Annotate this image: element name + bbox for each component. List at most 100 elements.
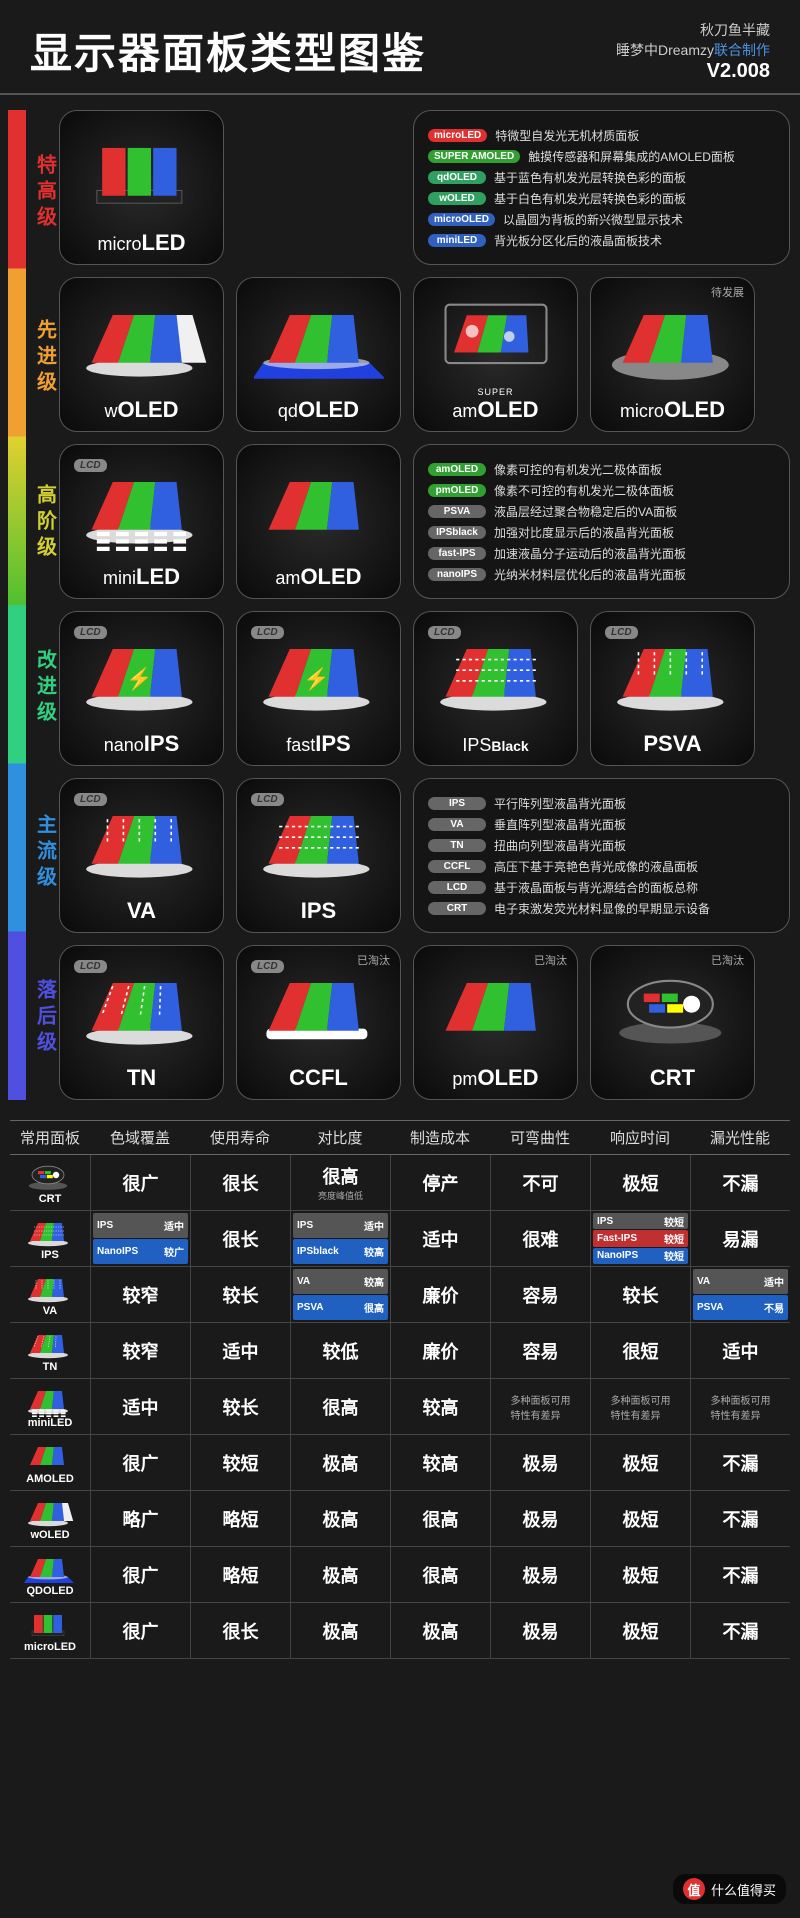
table-cell: 较短 xyxy=(190,1435,290,1490)
legend-item: PSVA 液晶层经过聚合物稳定后的VA面板 xyxy=(428,503,775,520)
table-cell: VA适中PSVA不易 xyxy=(690,1267,790,1322)
table-cell: 廉价 xyxy=(390,1323,490,1378)
row-label-cell: VA xyxy=(10,1267,90,1322)
split-item: IPS适中 xyxy=(93,1213,188,1238)
table-cell: 适中 xyxy=(90,1379,190,1434)
table-header-cell: 响应时间 xyxy=(590,1127,690,1148)
table-row: QDOLED 很广略短极高很高极易极短不漏 xyxy=(10,1547,790,1603)
row-label: IPS xyxy=(41,1249,59,1261)
table-row: wOLED 略广略短极高很高极易极短不漏 xyxy=(10,1491,790,1547)
table-cell: 不可 xyxy=(490,1155,590,1210)
row-icon xyxy=(20,1441,80,1471)
panel-icon xyxy=(245,286,392,397)
table-cell: 很高 xyxy=(390,1547,490,1602)
legend-item: IPS 平行阵列型液晶背光面板 xyxy=(428,795,775,812)
legend-item: miniLED 背光板分区化后的液晶面板技术 xyxy=(428,232,775,249)
legend-desc: 像素可控的有机发光二极体面板 xyxy=(494,461,662,478)
page-title: 显示器面板类型图鉴 xyxy=(30,20,426,81)
legend-desc: 高压下基于亮艳色背光成像的液晶面板 xyxy=(494,858,698,875)
lcd-badge: LCD xyxy=(74,793,107,806)
table-header-cell: 对比度 xyxy=(290,1127,390,1148)
tier-label: 主流级 xyxy=(31,770,59,935)
split-item: PSVA很高 xyxy=(293,1295,388,1320)
legend-tag: CCFL xyxy=(428,860,486,873)
table-cell: 极易 xyxy=(490,1603,590,1658)
table-cell: 较长 xyxy=(190,1379,290,1434)
table-body: CRT 很广很长很高亮度峰值低停产不可极短不漏 IPS IPS适中NanoIPS… xyxy=(10,1155,790,1659)
row-icon xyxy=(20,1217,80,1247)
legend-desc: 加速液晶分子运动后的液晶背光面板 xyxy=(494,545,686,562)
split-item: PSVA不易 xyxy=(693,1295,788,1320)
tier-gradient-bar xyxy=(8,110,26,1100)
table-cell: 极高 xyxy=(290,1435,390,1490)
lcd-badge: LCD xyxy=(251,793,284,806)
table-cell: 较高 xyxy=(390,1435,490,1490)
table-cell: 很长 xyxy=(190,1211,290,1266)
table-cell: 很高 xyxy=(290,1379,390,1434)
table-cell: 极高 xyxy=(290,1547,390,1602)
legend-desc: 背光板分区化后的液晶面板技术 xyxy=(494,232,662,249)
panel-card-CRT: 已淘汰 CRT xyxy=(590,945,755,1100)
panel-name: amOLED xyxy=(275,564,361,590)
split-item: NanoIPS较广 xyxy=(93,1239,188,1264)
row-icon xyxy=(20,1161,80,1191)
panel-icon xyxy=(68,286,215,397)
legend-item: amOLED 像素可控的有机发光二极体面板 xyxy=(428,461,775,478)
row-label-cell: QDOLED xyxy=(10,1547,90,1602)
row-label: VA xyxy=(43,1305,57,1317)
panel-card-PSVA: LCD PSVA xyxy=(590,611,755,766)
row-icon xyxy=(20,1553,80,1583)
panel-icon xyxy=(599,954,746,1065)
lcd-badge: LCD xyxy=(74,626,107,639)
tier-content: microLED microLED 特微型自发光无机材质面板 SUPER AMO… xyxy=(59,110,790,1100)
legend-tag: microLED xyxy=(428,129,487,142)
row-icon xyxy=(20,1329,80,1359)
legend-tag: PSVA xyxy=(428,505,486,518)
panel-name: miniLED xyxy=(103,564,180,590)
legend-desc: 平行阵列型液晶背光面板 xyxy=(494,795,626,812)
legend-item: IPSblack 加强对比度显示后的液晶背光面板 xyxy=(428,524,775,541)
table-cell: 容易 xyxy=(490,1323,590,1378)
legend-item: microLED 特微型自发光无机材质面板 xyxy=(428,127,775,144)
table-cell: 极短 xyxy=(590,1155,690,1210)
tiers-container: 特高级先进级高阶级改进级主流级落后级 microLED microLED 特微型… xyxy=(0,95,800,1110)
legend-desc: 基于蓝色有机发光层转换色彩的面板 xyxy=(494,169,686,186)
panel-card-CCFL: LCD已淘汰 CCFL xyxy=(236,945,401,1100)
legend-tag: microOLED xyxy=(428,213,495,226)
watermark: 值 什么值得买 xyxy=(673,1874,786,1904)
table-cell: 极短 xyxy=(590,1603,690,1658)
table-cell: 容易 xyxy=(490,1267,590,1322)
panel-icon xyxy=(245,453,392,564)
table-header-cell: 可弯曲性 xyxy=(490,1127,590,1148)
table-row: IPS IPS适中NanoIPS较广很长IPS适中IPSblack较高适中很难I… xyxy=(10,1211,790,1267)
credit-2a: 睡梦中Dreamzy xyxy=(616,42,714,58)
panel-card-pmOLED: 已淘汰 pmOLED xyxy=(413,945,578,1100)
lcd-badge: LCD xyxy=(251,626,284,639)
legend-item: VA 垂直阵列型液晶背光面板 xyxy=(428,816,775,833)
table-cell: 多种面板可用 特性有差异 xyxy=(690,1379,790,1434)
panel-name: nanoIPS xyxy=(104,731,180,757)
panel-name: qdOLED xyxy=(278,397,359,423)
table-row: AMOLED 很广较短极高较高极易极短不漏 xyxy=(10,1435,790,1491)
legend-box: amOLED 像素可控的有机发光二极体面板 pmOLED 像素不可控的有机发光二… xyxy=(413,444,790,599)
panel-card-fastIPS: LCD ⚡ fastIPS xyxy=(236,611,401,766)
row-label-cell: TN xyxy=(10,1323,90,1378)
legend-desc: 液晶层经过聚合物稳定后的VA面板 xyxy=(494,503,677,520)
panel-name: CRT xyxy=(650,1065,695,1091)
lcd-badge: LCD xyxy=(74,459,107,472)
row-icon xyxy=(20,1609,80,1639)
row-label: wOLED xyxy=(30,1529,69,1541)
table-cell: 廉价 xyxy=(390,1267,490,1322)
panel-name: PSVA xyxy=(643,731,701,757)
panel-card-microLED: microLED xyxy=(59,110,224,265)
tier-label: 改进级 xyxy=(31,605,59,770)
table-cell: 不漏 xyxy=(690,1547,790,1602)
table-cell: 较长 xyxy=(590,1267,690,1322)
table-header-cell: 制造成本 xyxy=(390,1127,490,1148)
panel-name: pmOLED xyxy=(452,1065,538,1091)
table-row: miniLED 适中较长很高较高多种面板可用 特性有差异多种面板可用 特性有差异… xyxy=(10,1379,790,1435)
table-header: 常用面板色域覆盖使用寿命对比度制造成本可弯曲性响应时间漏光性能 xyxy=(10,1120,790,1155)
table-cell: 较窄 xyxy=(90,1267,190,1322)
legend-tag: SUPER AMOLED xyxy=(428,150,520,163)
panel-card-amOLED_super: SUPER amOLED xyxy=(413,277,578,432)
